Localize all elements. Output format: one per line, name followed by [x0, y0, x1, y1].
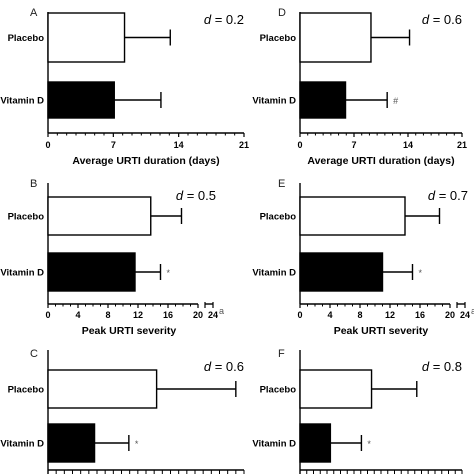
panel-letter: B: [30, 178, 37, 190]
panel-f: Fd = 0.8 Placebo Vitamin D *: [252, 348, 463, 474]
x-tick-label: 20: [445, 310, 455, 320]
x-tick-label: 7: [351, 140, 356, 150]
significance-mark: *: [135, 439, 139, 449]
effect-size-symbol: d: [204, 359, 212, 374]
panel-c: Cd = 0.6 Placebo Vitamin D *: [0, 348, 245, 474]
x-tick-label: 8: [357, 310, 362, 320]
category-label: Placebo: [8, 385, 45, 396]
bar-vitamin-d: [299, 252, 384, 292]
bar-vitamin-d: [299, 81, 347, 119]
panel-letter: A: [30, 7, 38, 19]
effect-size-value: = 0.5: [183, 188, 216, 203]
effect-size-symbol: d: [428, 188, 436, 203]
effect-size-symbol: d: [176, 188, 184, 203]
x-tick-label: 16: [415, 310, 425, 320]
x-tick-label: 12: [133, 310, 143, 320]
bar-placebo: [299, 12, 372, 63]
x-axis-break-suffix: a: [219, 306, 224, 316]
effect-size-value: = 0.2: [211, 12, 244, 27]
x-tick-label: 0: [297, 310, 302, 320]
effect-size-label: d = 0.5: [176, 188, 216, 203]
x-tick-label: 12: [385, 310, 395, 320]
x-axis-title: Average URTI duration (days): [307, 155, 454, 167]
significance-mark: *: [419, 268, 423, 278]
x-tick-label: 20: [193, 310, 203, 320]
effect-size-symbol: d: [422, 359, 430, 374]
category-label: Placebo: [8, 212, 45, 223]
effect-size-symbol: d: [204, 12, 212, 27]
x-axis-break-label: 24: [460, 310, 470, 320]
category-label: Vitamin D: [252, 439, 296, 450]
panel-letter: C: [30, 348, 38, 360]
effect-size-label: d = 0.6: [422, 12, 462, 27]
bar-vitamin-d: [47, 252, 136, 292]
effect-size-value: = 0.8: [429, 359, 462, 374]
x-tick-label: 21: [457, 140, 467, 150]
bar-placebo: [47, 12, 126, 63]
significance-mark: *: [167, 268, 171, 278]
category-label: Vitamin D: [252, 96, 296, 107]
x-axis-title: Peak URTI severity: [334, 325, 429, 337]
x-axis-break-suffix: a: [471, 306, 474, 316]
effect-size-label: d = 0.2: [204, 12, 244, 27]
panel-letter: F: [278, 348, 285, 360]
x-tick-label: 0: [45, 310, 50, 320]
category-label: Placebo: [260, 212, 297, 223]
x-tick-label: 21: [239, 140, 249, 150]
significance-mark: #: [393, 96, 398, 106]
category-label: Placebo: [8, 33, 45, 44]
bar-vitamin-d: [47, 81, 115, 119]
panel-b: Bd = 0.5 Placebo Vitamin D * 0 4 8 12 16 20 24 a Pea…: [0, 178, 224, 337]
effect-size-label: d = 0.7: [428, 188, 468, 203]
x-tick-label: 7: [111, 140, 116, 150]
x-tick-label: 16: [163, 310, 173, 320]
x-tick-label: 14: [174, 140, 184, 150]
effect-size-value: = 0.7: [435, 188, 468, 203]
bar-placebo: [47, 369, 158, 409]
panel-e: Ed = 0.7 Placebo Vitamin D * 0 4 8 12 16 20 24 a Pea…: [252, 178, 474, 337]
category-label: Placebo: [260, 385, 297, 396]
x-tick-label: 0: [45, 140, 50, 150]
x-tick-label: 4: [327, 310, 332, 320]
bar-placebo: [47, 196, 152, 236]
bar-vitamin-d: [299, 423, 332, 463]
category-label: Vitamin D: [252, 268, 296, 279]
category-label: Vitamin D: [0, 268, 44, 279]
effect-size-symbol: d: [422, 12, 430, 27]
category-label: Vitamin D: [0, 96, 44, 107]
bar-placebo: [299, 369, 373, 409]
category-label: Vitamin D: [0, 439, 44, 450]
effect-size-label: d = 0.6: [204, 359, 244, 374]
significance-mark: *: [367, 439, 371, 449]
x-tick-label: 8: [105, 310, 110, 320]
panel-letter: E: [278, 178, 285, 190]
effect-size-value: = 0.6: [211, 359, 244, 374]
x-axis-break-label: 24: [208, 310, 218, 320]
x-axis-title: Average URTI duration (days): [72, 155, 219, 167]
bar-vitamin-d: [47, 423, 96, 463]
x-axis-title: Peak URTI severity: [82, 325, 177, 337]
panel-letter: D: [278, 7, 286, 19]
x-tick-label: 14: [403, 140, 413, 150]
effect-size-value: = 0.6: [429, 12, 462, 27]
x-tick-label: 0: [297, 140, 302, 150]
effect-size-label: d = 0.8: [422, 359, 462, 374]
category-label: Placebo: [260, 33, 297, 44]
bar-placebo: [299, 196, 406, 236]
x-tick-label: 4: [75, 310, 80, 320]
